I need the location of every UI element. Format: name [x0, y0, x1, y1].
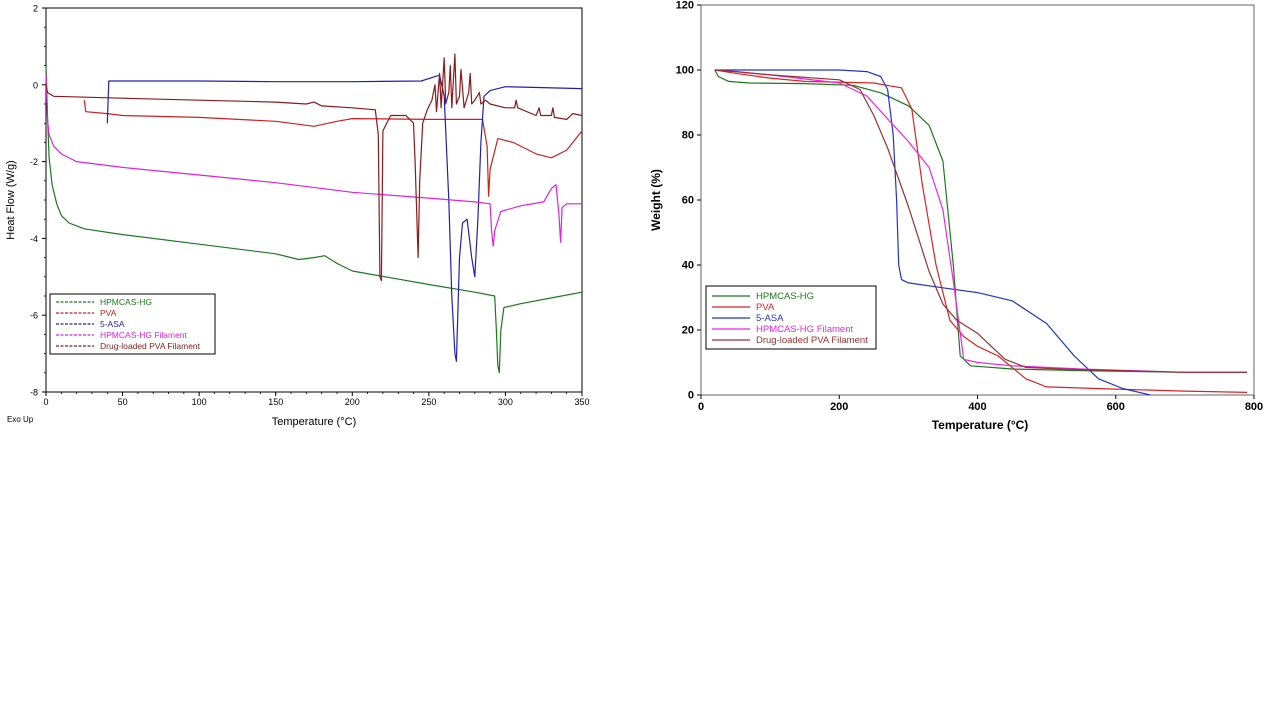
dsc-x-tick-label: 150 [268, 397, 283, 407]
dsc-x-tick-label: 250 [421, 397, 436, 407]
dsc-x-tick-label: 300 [498, 397, 513, 407]
dsc-series-hpmcas-hg-filament [45, 73, 582, 247]
tga-chart: 0 200 400 600 800 0 20 40 60 80 100 120 Temperature… [649, 0, 1263, 432]
dsc-series-pva [83, 100, 583, 197]
dsc-legend-label: PVA [100, 308, 117, 318]
dsc-y-axis-label: Heat Flow (W/g) [5, 160, 17, 239]
dsc-x-tick-label: 350 [574, 397, 589, 407]
dsc-corner-note: Exo Up [7, 415, 34, 424]
dsc-y-tick-label: 2 [33, 4, 38, 14]
dsc-y-tick-label: -6 [30, 311, 38, 321]
tga-axes-layer: 0 200 400 600 800 0 20 40 60 80 100 120 [676, 0, 1264, 413]
tga-y-tick-label: 60 [682, 195, 694, 207]
tga-y-tick-label: 40 [682, 260, 694, 272]
dsc-series-drug-loaded-pva-filament [45, 53, 583, 282]
tga-y-tick-label: 100 [676, 65, 694, 77]
dsc-legend-label: Drug-loaded PVA Filament [100, 341, 201, 351]
dsc-x-tick-label: 50 [118, 397, 128, 407]
tga-legend-label: PVA [756, 302, 775, 313]
tga-series-hpmcas-hg-filament [714, 69, 1248, 373]
tga-x-tick-label: 400 [968, 401, 986, 413]
tga-series-hpmcas-hg [714, 69, 1248, 373]
dsc-series-layer [45, 53, 583, 374]
tga-legend-label: HPMCAS-HG Filament [756, 324, 853, 335]
dsc-series-5-asa [106, 74, 583, 362]
tga-legend-label: HPMCAS-HG [756, 291, 814, 302]
dsc-axes-layer: 0 50 100 150 200 250 300 350 2 0 -2 -4 -6 -8 [30, 4, 590, 408]
tga-legend-label: Drug-loaded PVA Filament [756, 335, 868, 346]
dsc-chart: 0 50 100 150 200 250 300 350 2 0 -2 -4 -6 -8 Temperat… [5, 4, 590, 429]
dsc-legend-label: HPMCAS-HG Filament [100, 330, 188, 340]
tga-x-tick-label: 0 [698, 401, 704, 413]
tga-y-axis-label: Weight (%) [649, 169, 663, 231]
dsc-y-tick-label: -8 [30, 388, 38, 398]
tga-y-tick-label: 80 [682, 130, 694, 142]
tga-series-drug-loaded-pva-filament [714, 69, 1248, 373]
dsc-y-tick-label: 0 [33, 80, 38, 90]
tga-y-tick-label: 20 [682, 325, 694, 337]
dsc-y-tick-label: -4 [30, 234, 38, 244]
tga-legend-label: 5-ASA [756, 313, 784, 324]
tga-y-tick-label: 120 [676, 0, 694, 12]
dsc-legend-label: 5-ASA [100, 319, 125, 329]
tga-y-tick-label: 0 [688, 390, 694, 402]
dsc-series-hpmcas-hg [45, 65, 583, 374]
dsc-y-tick-label: -2 [30, 157, 38, 167]
tga-series-5-asa [714, 69, 1151, 396]
tga-series-pva [714, 69, 1248, 393]
dsc-x-tick-label: 200 [345, 397, 360, 407]
dsc-legend-box [49, 293, 216, 355]
dsc-x-axis-label: Temperature (°C) [272, 416, 356, 428]
tga-series-layer [714, 69, 1248, 396]
tga-x-axis-label: Temperature (°C) [932, 418, 1029, 432]
dsc-x-tick-label: 100 [192, 397, 207, 407]
tga-x-tick-label: 800 [1245, 401, 1263, 413]
dsc-x-tick-label: 0 [43, 397, 48, 407]
tga-x-tick-label: 200 [830, 401, 848, 413]
tga-x-tick-label: 600 [1107, 401, 1125, 413]
dsc-legend-label: HPMCAS-HG [100, 297, 152, 307]
